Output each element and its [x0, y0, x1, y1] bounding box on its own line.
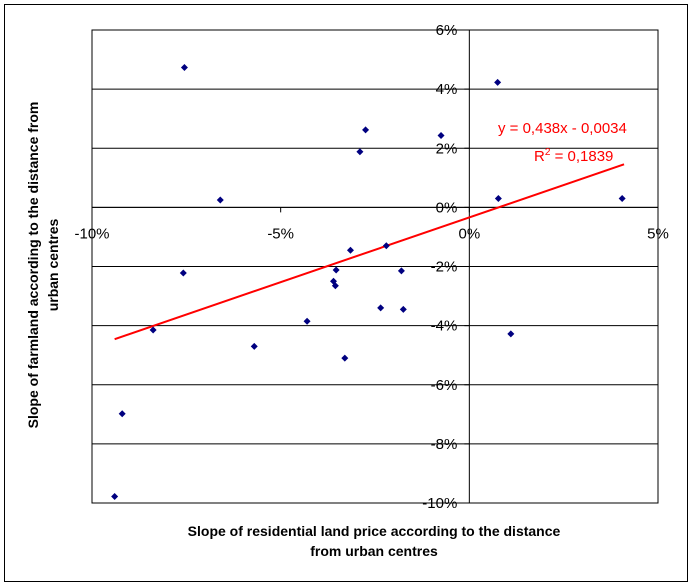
x-tick-label: -5% [267, 225, 294, 242]
y-tick-labels: 6% 4% 2% 0% -2% -4% -6% -8% -10% [422, 22, 457, 512]
x-tick-label: -10% [74, 225, 109, 242]
y-tick-label: -2% [431, 259, 458, 276]
data-point-6 [250, 342, 258, 350]
data-point-16 [382, 242, 390, 250]
y-tick-label: 0% [436, 199, 458, 216]
x-tick-label: 5% [647, 225, 669, 242]
y-tick-label: 2% [436, 140, 458, 157]
data-point-19 [437, 132, 445, 140]
data-point-4 [118, 410, 126, 418]
data-point-20 [494, 78, 502, 86]
data-point-10 [332, 266, 340, 274]
plot-area [91, 29, 659, 504]
y-axis-title-line-1: Slope of farmland according to the dista… [25, 102, 41, 429]
y-tick-label: -6% [431, 377, 458, 394]
x-tick-label: 0% [458, 225, 480, 242]
r-squared-prefix: R [534, 148, 545, 165]
y-tick-label: -8% [431, 436, 458, 453]
data-point-15 [377, 304, 385, 312]
trendline-equation: y = 0,438x - 0,0034 R2 = 0,1839 [498, 120, 627, 165]
data-point-12 [341, 354, 349, 362]
r-squared-suffix: = 0,1839 [550, 148, 613, 165]
x-axis-title-line-2: from urban centres [310, 543, 438, 559]
data-point-0 [180, 64, 188, 72]
y-axis-title: Slope of farmland according to the dista… [25, 102, 61, 429]
equation-text: y = 0,438x - 0,0034 [498, 120, 627, 137]
r-squared-text: R2 = 0,1839 [534, 147, 613, 165]
data-point-11 [346, 246, 354, 254]
x-axis-title-line-1: Slope of residential land price accordin… [188, 523, 561, 539]
axes [91, 29, 659, 504]
data-point-3 [149, 326, 157, 334]
data-point-2 [179, 269, 187, 277]
data-point-5 [111, 492, 119, 500]
data-point-23 [618, 195, 626, 203]
grid-lines [92, 29, 658, 504]
data-point-7 [303, 317, 311, 325]
r-squared-sup: 2 [545, 147, 551, 158]
y-tick-label: 6% [436, 22, 458, 39]
data-point-17 [397, 267, 405, 275]
y-tick-label: 4% [436, 81, 458, 98]
data-point-13 [356, 148, 364, 156]
y-axis-title-line-2: urban centres [45, 218, 61, 311]
data-point-9 [331, 282, 339, 290]
data-point-14 [362, 126, 370, 134]
data-point-21 [494, 195, 502, 203]
trendline [114, 163, 625, 341]
data-point-1 [216, 196, 224, 204]
x-tick-labels: -10% -5% 0% 5% [74, 225, 668, 242]
trendline-group [114, 163, 625, 341]
data-point-18 [399, 305, 407, 313]
x-axis-title: Slope of residential land price accordin… [188, 523, 561, 559]
chart-frame [4, 4, 688, 582]
y-tick-label: -4% [431, 318, 458, 335]
y-tick-label: -10% [422, 495, 457, 512]
data-points [111, 64, 626, 500]
data-point-22 [507, 330, 515, 338]
